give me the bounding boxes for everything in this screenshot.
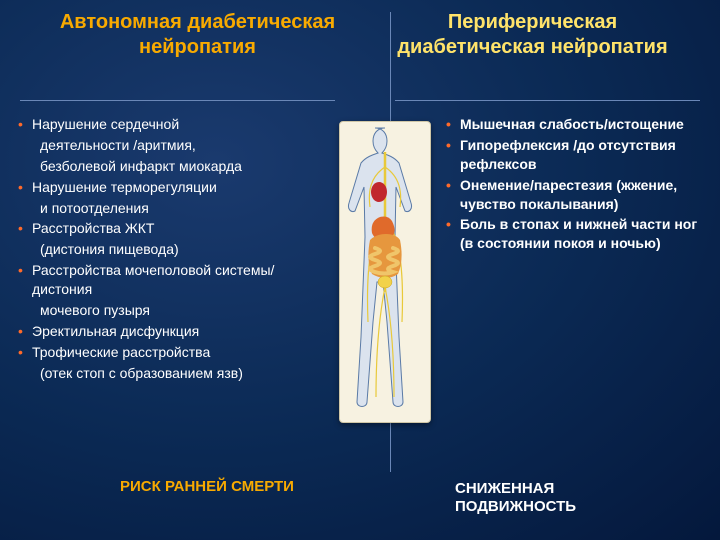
list-item: Боль в стопах и нижней части ног (в сост… — [446, 215, 700, 253]
divider-horizontal-right — [395, 100, 700, 101]
list-item: Расстройства ЖКТ — [18, 219, 330, 238]
list-item: безболевой инфаркт миокарда — [18, 157, 330, 176]
columns: Нарушение сердечной деятельности /аритмия… — [0, 115, 720, 423]
title-left: Автономная диабетическая нейропатия — [40, 10, 365, 60]
list-item: Трофические расстройства — [18, 343, 330, 362]
left-column: Нарушение сердечной деятельности /аритмия… — [0, 115, 330, 423]
list-item: Эректильная дисфункция — [18, 322, 330, 341]
list-item: Гипорефлексия /до отсутствия рефлексов — [446, 136, 700, 174]
right-list: Мышечная слабость/истощение Гипорефлексия… — [446, 115, 700, 253]
divider-horizontal-left — [20, 100, 335, 101]
list-item: Онемение/парестезия (жжение, чувство пок… — [446, 176, 700, 214]
list-item: и потоотделения — [18, 199, 330, 218]
title-right: Периферическая диабетическая нейропатия — [365, 10, 690, 60]
list-item: мочевого пузыря — [18, 301, 330, 320]
slide: Автономная диабетическая нейропатия Пери… — [0, 0, 720, 540]
list-item: Мышечная слабость/истощение — [446, 115, 700, 134]
left-list: Нарушение сердечной деятельности /аритмия… — [18, 115, 330, 383]
list-item: (отек стоп с образованием язв) — [18, 364, 330, 383]
footer-right: СНИЖЕННАЯ ПОДВИЖНОСТЬ — [455, 480, 655, 516]
list-item: деятельности /аритмия, — [18, 136, 330, 155]
list-item: (дистония пищевода) — [18, 240, 330, 259]
anatomy-figure — [339, 121, 431, 423]
footer-left: РИСК РАННЕЙ СМЕРТИ — [120, 478, 294, 495]
center-figure-column — [330, 115, 440, 423]
list-item: Нарушение сердечной — [18, 115, 330, 134]
list-item: Расстройства мочеполовой системы/дистони… — [18, 261, 330, 299]
anatomy-svg — [340, 122, 430, 422]
list-item: Нарушение терморегуляции — [18, 178, 330, 197]
right-column: Мышечная слабость/истощение Гипорефлексия… — [440, 115, 700, 423]
titles-row: Автономная диабетическая нейропатия Пери… — [0, 0, 720, 60]
